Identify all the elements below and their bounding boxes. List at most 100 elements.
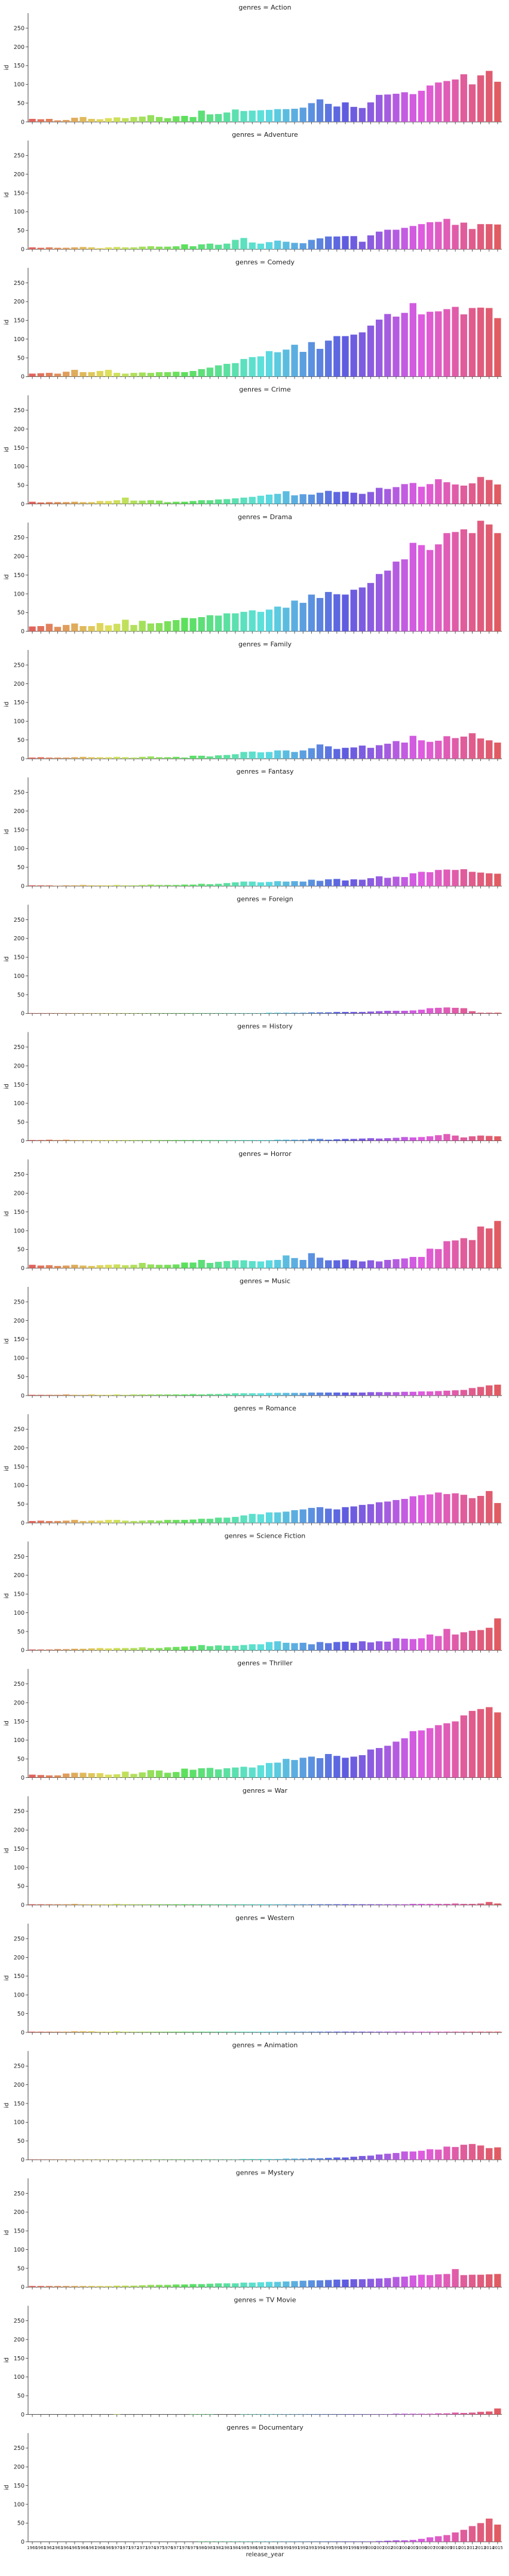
bar-1992 xyxy=(299,243,306,250)
x-tick-label: 1992 xyxy=(298,2546,308,2550)
bar-2003 xyxy=(393,1011,400,1014)
y-tick-label: 250 xyxy=(14,662,24,668)
facet-title: genres = TV Movie xyxy=(234,2296,296,2304)
bar-1974 xyxy=(147,2284,154,2287)
bar-2008 xyxy=(435,82,442,122)
bar-1972 xyxy=(130,885,137,887)
bar-2010 xyxy=(452,1903,459,1905)
bar-1992 xyxy=(299,108,306,122)
bar-1970 xyxy=(114,500,121,504)
bar-1987 xyxy=(257,495,265,504)
y-tick-label: 0 xyxy=(21,884,24,890)
bar-2012 xyxy=(468,1011,476,1014)
bar-1990 xyxy=(283,2414,290,2415)
bar-1993 xyxy=(308,1644,315,1651)
bar-1991 xyxy=(291,109,298,122)
bar-1964 xyxy=(63,1520,70,1523)
bar-2010 xyxy=(452,1007,459,1014)
bar-1995 xyxy=(325,1139,332,1141)
bar-1973 xyxy=(139,1520,146,1523)
bar-2011 xyxy=(460,74,467,122)
bar-1971 xyxy=(122,1394,129,1396)
bar-2008 xyxy=(435,740,442,759)
bar-1984 xyxy=(232,613,239,631)
bar-1996 xyxy=(333,1509,341,1523)
bar-1998 xyxy=(350,1260,357,1268)
bar-2003 xyxy=(393,1499,400,1523)
x-tick-label: 2001 xyxy=(374,2546,385,2550)
y-tick-label: 200 xyxy=(14,2336,24,2343)
bar-2012 xyxy=(468,308,476,377)
bar-1991 xyxy=(291,1139,298,1141)
bar-2015 xyxy=(494,2147,501,2160)
bar-1985 xyxy=(240,1767,247,1778)
bar-1981 xyxy=(206,1646,214,1651)
y-tick-label: 250 xyxy=(14,1299,24,1305)
bar-1963 xyxy=(54,1649,62,1651)
bar-2013 xyxy=(477,75,485,122)
bar-1976 xyxy=(164,885,171,887)
bar-1979 xyxy=(189,1262,197,1268)
bar-1993 xyxy=(308,1756,315,1778)
bar-2001 xyxy=(376,94,383,122)
y-tick-label: 100 xyxy=(14,846,24,852)
x-tick-label: 1978 xyxy=(179,2546,190,2550)
y-tick-label: 150 xyxy=(14,1336,24,1343)
bar-2009 xyxy=(443,1723,450,1778)
bar-2005 xyxy=(409,1256,416,1268)
bar-2008 xyxy=(435,1249,442,1268)
bar-2006 xyxy=(418,224,425,250)
bar-1992 xyxy=(299,1758,306,1778)
bar-1961 xyxy=(37,1649,44,1651)
x-tick-label: 1987 xyxy=(256,2546,266,2550)
bar-1990 xyxy=(283,349,290,377)
bar-1967 xyxy=(88,372,95,377)
bar-1978 xyxy=(181,1262,188,1268)
y-axis-label: id xyxy=(4,447,10,452)
bar-1972 xyxy=(130,373,137,377)
y-tick-label: 50 xyxy=(17,228,24,234)
bar-1987 xyxy=(257,2541,265,2542)
bar-2015 xyxy=(494,2408,501,2415)
bar-2008 xyxy=(435,2274,442,2287)
bar-1998 xyxy=(350,335,357,377)
bar-2010 xyxy=(452,1493,459,1523)
bar-1989 xyxy=(274,881,281,887)
bar-2012 xyxy=(468,2274,476,2287)
bar-1998 xyxy=(350,1506,357,1523)
bar-2005 xyxy=(409,873,416,887)
bar-1963 xyxy=(54,1013,62,1014)
bar-1965 xyxy=(71,1772,78,1778)
bar-1994 xyxy=(316,492,324,504)
facet-science-fiction: genres = Science Fiction 0 50 100 150 200 250 i… xyxy=(4,1532,502,1654)
y-tick-label: 100 xyxy=(14,464,24,470)
bar-1961 xyxy=(37,626,44,631)
bar-2011 xyxy=(460,1008,467,1014)
bar-1978 xyxy=(181,1520,188,1523)
y-tick-label: 150 xyxy=(14,63,24,69)
bar-1999 xyxy=(358,746,366,759)
bar-1988 xyxy=(265,494,273,504)
bar-1994 xyxy=(316,238,324,250)
bar-2007 xyxy=(426,1136,434,1141)
bar-2004 xyxy=(401,1258,408,1268)
bar-2003 xyxy=(393,2540,400,2542)
bar-2007 xyxy=(426,2149,434,2160)
bar-2013 xyxy=(477,2412,485,2415)
bar-1994 xyxy=(316,1139,324,1141)
y-tick-label: 150 xyxy=(14,827,24,833)
bar-1965 xyxy=(71,885,78,887)
bar-2000 xyxy=(367,2414,375,2415)
bar-1969 xyxy=(105,1265,112,1268)
y-tick-label: 200 xyxy=(14,1318,24,1324)
bar-1974 xyxy=(147,884,154,887)
bar-2006 xyxy=(418,1010,425,1014)
bar-2001 xyxy=(376,2278,383,2287)
facet-title: genres = Mystery xyxy=(236,2169,295,2176)
bar-2002 xyxy=(384,229,391,250)
y-tick-label: 150 xyxy=(14,2356,24,2362)
facet-title: genres = Animation xyxy=(232,2041,298,2049)
y-tick-label: 0 xyxy=(21,2284,24,2291)
bar-1982 xyxy=(214,1769,222,1778)
bar-2001 xyxy=(376,876,383,887)
